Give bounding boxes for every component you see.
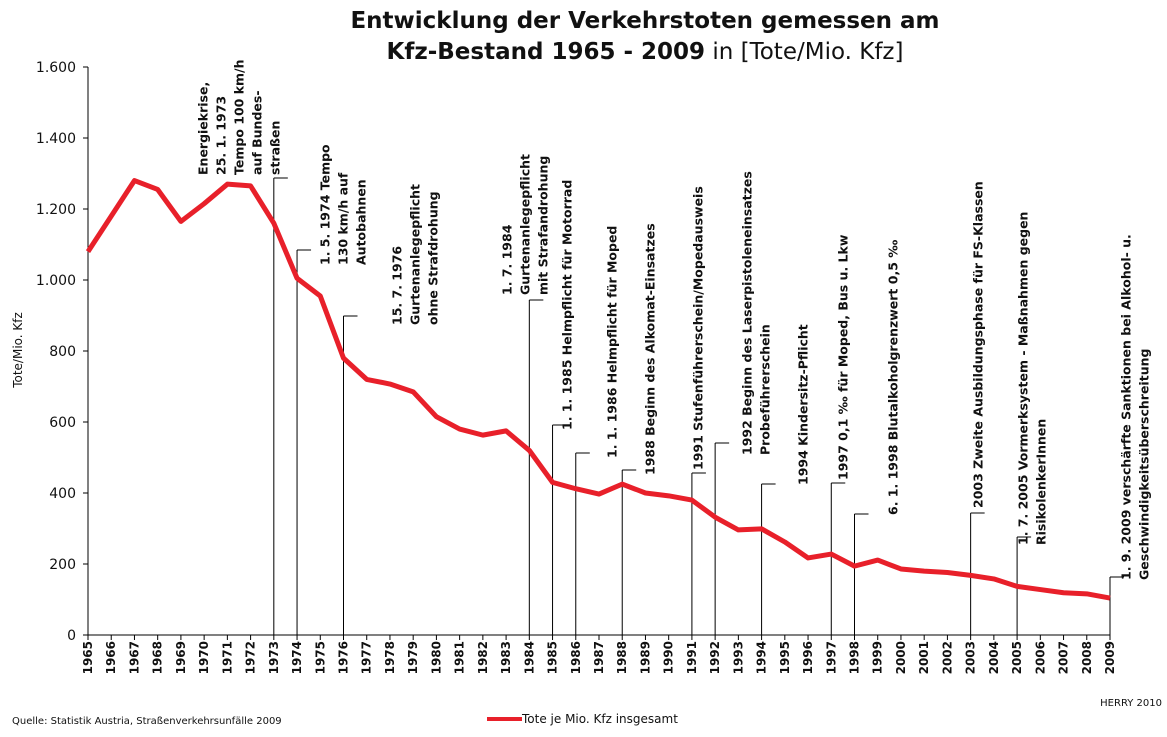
x-tick-label: 1978 bbox=[383, 641, 397, 674]
y-tick-label: 1.200 bbox=[36, 202, 76, 218]
annotation-text: ohne Strafdrohung bbox=[426, 191, 441, 325]
data-line bbox=[85, 178, 1111, 601]
x-tick-label: 1983 bbox=[499, 641, 513, 674]
x-tick-label: 1984 bbox=[522, 641, 536, 674]
x-tick-label: 2007 bbox=[1057, 641, 1071, 674]
x-tick-label: 1972 bbox=[244, 641, 258, 674]
x-tick-label: 2004 bbox=[987, 641, 1001, 674]
y-tick-label: 400 bbox=[49, 486, 76, 502]
x-tick-label: 1988 bbox=[615, 641, 629, 674]
annotation-text: 1997 0,1 ‰ für Moped, Bus u. Lkw bbox=[836, 234, 851, 480]
x-tick-label: 1989 bbox=[638, 641, 652, 674]
x-tick-label: 1973 bbox=[267, 641, 281, 674]
annotation-text: 1. 5. 1974 Tempo bbox=[318, 144, 333, 265]
x-tick-label: 1993 bbox=[731, 641, 745, 674]
x-tick-label: 1992 bbox=[708, 641, 722, 674]
chart-title: Kfz-Bestand 1965 - 2009 in [Tote/Mio. Kf… bbox=[387, 39, 904, 65]
y-tick-label: 1.600 bbox=[36, 60, 76, 76]
x-tick-label: 1981 bbox=[453, 641, 467, 674]
x-tick-label: 2005 bbox=[1010, 641, 1024, 674]
annotation-text: 6. 1. 1998 Blutalkoholgrenzwert 0,5 ‰ bbox=[886, 240, 901, 515]
source: Quelle: Statistik Austria, Straßenverkeh… bbox=[12, 716, 282, 727]
annotation-text: 130 km/h auf bbox=[336, 172, 351, 265]
x-tick-label: 1967 bbox=[127, 641, 141, 674]
x-tick-label: 1996 bbox=[801, 641, 815, 674]
annotation-text: mit Strafandrohung bbox=[536, 156, 551, 295]
annotation-text: Autobahnen bbox=[354, 179, 369, 265]
x-tick-label: 2006 bbox=[1033, 641, 1047, 674]
x-tick-label: 1982 bbox=[476, 641, 490, 674]
annotation-text: auf Bundes- bbox=[250, 90, 265, 175]
chart-title-bold: Kfz-Bestand 1965 - 2009 bbox=[387, 39, 706, 65]
credit: HERRY 2010 bbox=[1100, 698, 1162, 709]
x-tick-label: 2008 bbox=[1080, 641, 1094, 674]
annotation-text: straßen bbox=[268, 121, 283, 175]
annotation-text: 1992 Beginn des Laserpistoleneinsatzes bbox=[740, 171, 755, 455]
x-tick-label: 1965 bbox=[81, 641, 95, 674]
x-tick-label: 2003 bbox=[964, 641, 978, 674]
chart-title-rest: in [Tote/Mio. Kfz] bbox=[705, 39, 903, 65]
x-tick-label: 1994 bbox=[755, 641, 769, 674]
annotation-text: 1994 Kindersitz-Pflicht bbox=[796, 324, 811, 485]
y-tick-label: 1.000 bbox=[36, 273, 76, 289]
x-tick-label: 1968 bbox=[151, 641, 165, 674]
x-tick-label: 2009 bbox=[1103, 641, 1117, 674]
x-tick-label: 1987 bbox=[592, 641, 606, 674]
x-tick-label: 1971 bbox=[220, 641, 234, 674]
annotation-text: 1. 7. 1984 bbox=[500, 224, 515, 295]
annotation-text: 1. 1. 1986 Helmpflicht für Moped bbox=[605, 226, 620, 458]
annotation-text: Probeführerschein bbox=[758, 324, 773, 455]
x-tick-label: 1980 bbox=[429, 641, 443, 674]
x-tick-label: 1974 bbox=[290, 641, 304, 674]
x-tick-label: 1976 bbox=[337, 641, 351, 674]
annotation-text: Gurtenanlegepflicht bbox=[518, 154, 533, 295]
chart-title: Entwicklung der Verkehrstoten gemessen a… bbox=[350, 8, 939, 34]
annotation-text: 1988 Beginn des Alkomat-Einsatzes bbox=[643, 223, 658, 475]
annotation-text: Tempo 100 km/h bbox=[232, 59, 247, 175]
x-tick-label: 1998 bbox=[848, 641, 862, 674]
x-tick-label: 1969 bbox=[174, 641, 188, 674]
x-tick-label: 1997 bbox=[824, 641, 838, 674]
annotation-text: 1. 1. 1985 Helmpflicht für Motorrad bbox=[560, 180, 575, 430]
annotation-text: 2003 Zweite Ausbildungsphase für FS-Klas… bbox=[971, 181, 986, 508]
y-tick-label: 1.400 bbox=[36, 131, 76, 147]
x-tick-label: 1986 bbox=[569, 641, 583, 674]
y-tick-label: 600 bbox=[49, 415, 76, 431]
legend-label: Tote je Mio. Kfz insgesamt bbox=[521, 712, 678, 726]
x-tick-label: 1970 bbox=[197, 641, 211, 674]
x-tick-label: 1966 bbox=[104, 641, 118, 674]
annotation-text: 1. 7. 2005 Vormerksystem - Maßnahmen geg… bbox=[1016, 212, 1031, 545]
x-tick-label: 1985 bbox=[546, 641, 560, 674]
x-tick-label: 1977 bbox=[360, 641, 374, 674]
x-tick-label: 2002 bbox=[940, 641, 954, 674]
annotation-text: 15. 7. 1976 bbox=[390, 246, 405, 325]
annotation-text: 25. 1. 1973 bbox=[214, 96, 229, 175]
x-tick-label: 2001 bbox=[917, 641, 931, 674]
x-tick-label: 1975 bbox=[313, 641, 327, 674]
x-tick-label: 1979 bbox=[406, 641, 420, 674]
x-tick-label: 2000 bbox=[894, 641, 908, 674]
annotation-text: RisikolenkerInnen bbox=[1034, 419, 1049, 545]
x-tick-label: 1999 bbox=[871, 641, 885, 674]
y-tick-label: 800 bbox=[49, 344, 76, 360]
x-tick-label: 1995 bbox=[778, 641, 792, 674]
y-tick-label: 200 bbox=[49, 557, 76, 573]
annotation-text: Gurtenanlegepflicht bbox=[408, 184, 423, 325]
x-tick-label: 1990 bbox=[662, 641, 676, 674]
annotation-text: 1991 Stufenführerschein/Mopedausweis bbox=[691, 186, 706, 470]
annotation-text: Geschwindigkeitsüberschreitung bbox=[1137, 349, 1152, 580]
y-tick-label: 0 bbox=[67, 628, 76, 644]
annotation-text: Energiekrise, bbox=[196, 82, 211, 175]
y-axis-label: Tote/Mio. Kfz bbox=[11, 312, 25, 389]
x-tick-label: 1991 bbox=[685, 641, 699, 674]
annotation-text: 1. 9. 2009 verschärfte Sanktionen bei Al… bbox=[1119, 234, 1134, 580]
